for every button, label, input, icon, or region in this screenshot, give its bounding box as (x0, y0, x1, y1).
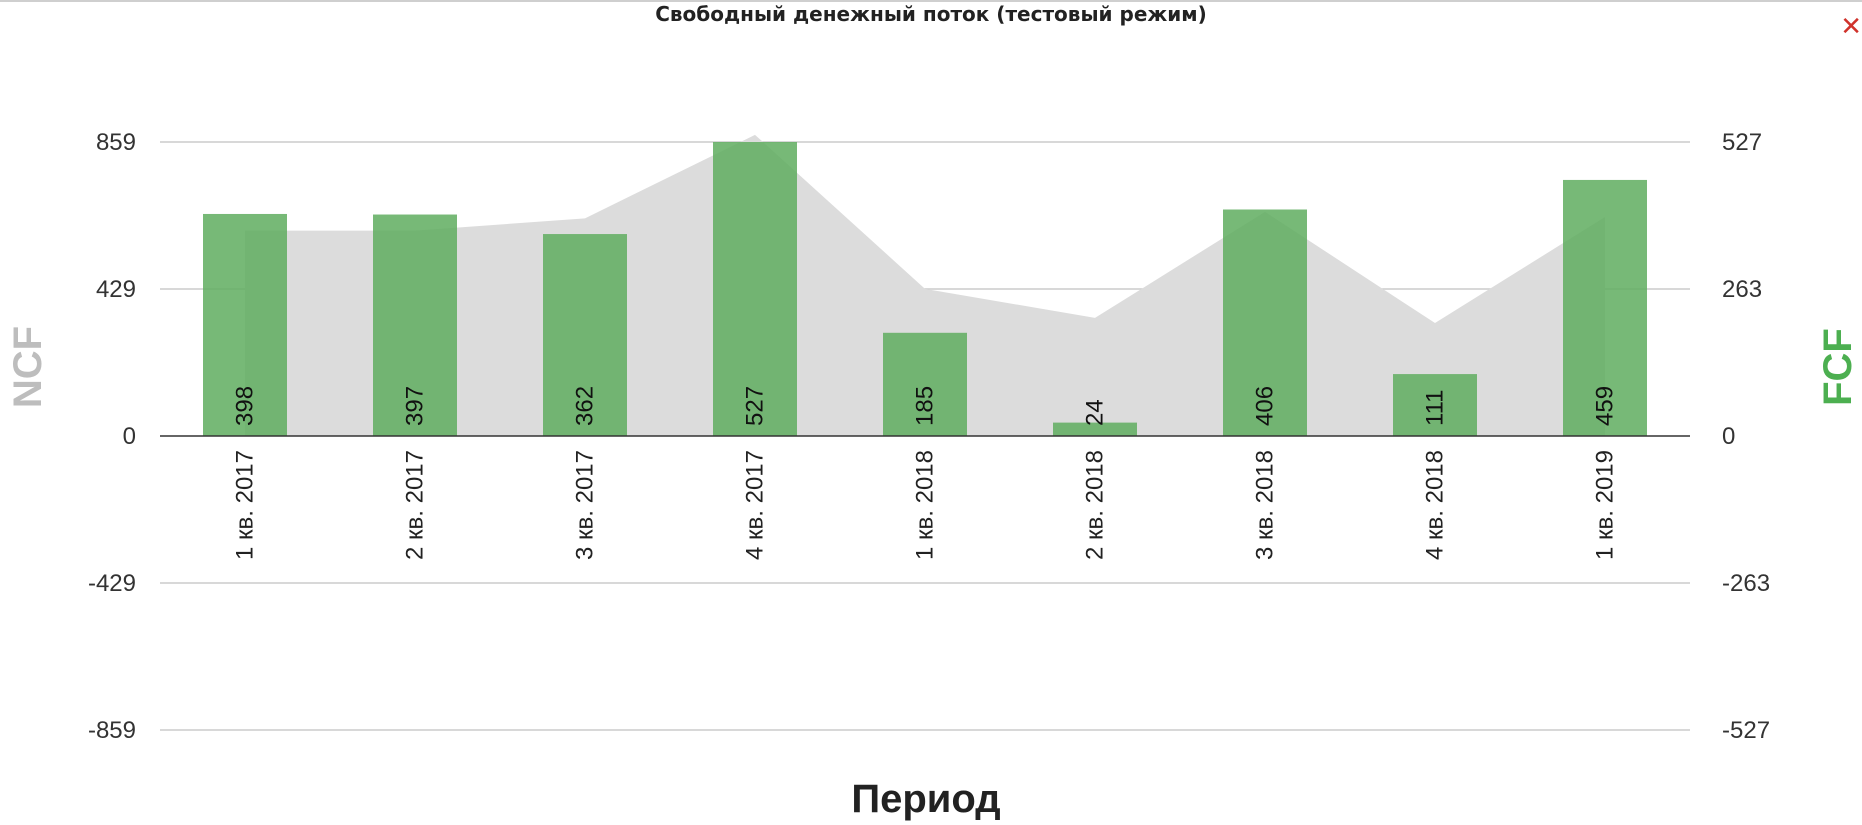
fcf-bar (1393, 374, 1477, 436)
bar-data-labels: 398 397 362 527 185 24 406 111 459 (232, 386, 1619, 426)
fcf-bars (203, 142, 1647, 436)
x-tick-label: 3 кв. 2017 (572, 450, 599, 560)
fcf-bar (883, 332, 967, 436)
bar-value-label: 362 (572, 386, 599, 426)
x-tick-label: 3 кв. 2018 (1252, 450, 1279, 560)
bar-value-label: 24 (1082, 399, 1109, 426)
right-tick-label: 263 (1722, 276, 1762, 303)
bar-value-label: 459 (1592, 386, 1619, 426)
left-axis-title: NCF (6, 326, 50, 408)
right-tick-label: 527 (1722, 129, 1762, 156)
right-tick-label: 0 (1722, 423, 1735, 450)
bar-value-label: 527 (742, 386, 769, 426)
bar-value-label: 406 (1252, 386, 1279, 426)
right-axis-title: FCF (1816, 328, 1860, 406)
close-icon[interactable]: ✕ (1840, 12, 1862, 42)
x-tick-label: 2 кв. 2018 (1082, 450, 1109, 560)
bar-value-label: 111 (1422, 390, 1449, 426)
left-tick-label: 0 (123, 423, 136, 450)
left-tick-label: 429 (96, 276, 136, 303)
x-tick-label: 1 кв. 2017 (232, 450, 259, 560)
fcf-bar (713, 142, 797, 436)
x-tick-label: 2 кв. 2017 (402, 450, 429, 560)
bar-value-label: 398 (232, 386, 259, 426)
left-tick-label: 859 (96, 129, 136, 156)
x-axis-title: Период (851, 777, 1000, 821)
left-axis-ticks: 859 429 0 -429 -859 (88, 129, 136, 744)
fcf-bar (373, 214, 457, 436)
top-border (0, 0, 1862, 2)
fcf-bar (1223, 209, 1307, 436)
x-tick-label: 4 кв. 2017 (742, 450, 769, 560)
right-axis-ticks: 527 263 0 -263 -527 (1722, 129, 1770, 744)
fcf-bar (543, 234, 627, 436)
bar-value-label: 185 (912, 386, 939, 426)
x-tick-label: 4 кв. 2018 (1422, 450, 1449, 560)
left-tick-label: -429 (88, 570, 136, 597)
right-tick-label: -263 (1722, 570, 1770, 597)
x-axis-ticks: 1 кв. 2017 2 кв. 2017 3 кв. 2017 4 кв. 2017… (232, 450, 1619, 560)
x-tick-label: 1 кв. 2019 (1592, 450, 1619, 560)
fcf-bar (1563, 179, 1647, 436)
fcf-bar (203, 213, 287, 436)
bar-value-label: 397 (402, 386, 429, 426)
x-tick-label: 1 кв. 2018 (912, 450, 939, 560)
left-tick-label: -859 (88, 717, 136, 744)
chart-title: Свободный денежный поток (тестовый режим… (655, 2, 1207, 26)
fcf-bar (1053, 422, 1137, 436)
right-tick-label: -527 (1722, 717, 1770, 744)
